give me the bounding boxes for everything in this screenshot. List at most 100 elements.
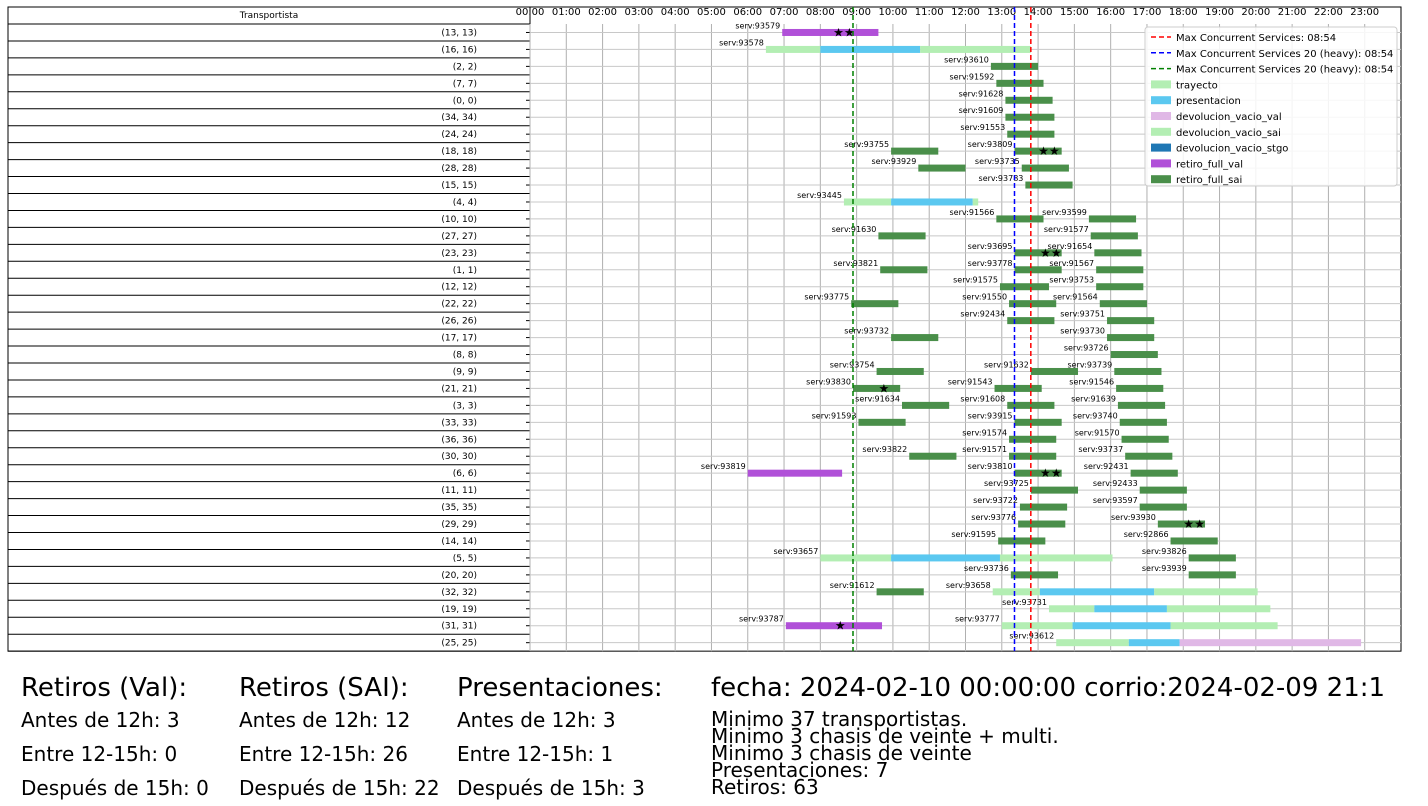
- legend-frame: [1144, 26, 1398, 187]
- service-label: serv:93939: [1142, 564, 1187, 573]
- bar-retiro_full_sai: [1007, 401, 1055, 409]
- service-label: serv:93776: [971, 513, 1016, 522]
- x-tick-label: 19:00: [1205, 7, 1234, 18]
- service-label: serv:93722: [973, 496, 1018, 505]
- bar-retiro_full_sai: [1005, 96, 1053, 104]
- star-marker: ★: [1051, 246, 1062, 260]
- service-label: serv:93754: [830, 360, 875, 369]
- star-marker: ★: [878, 381, 889, 395]
- row-label: (27, 27): [441, 232, 477, 242]
- x-tick-label: 04:00: [661, 7, 690, 18]
- service-label: serv:93731: [1002, 598, 1047, 607]
- bar-retiro_full_sai: [1096, 266, 1144, 274]
- bar-retiro_full_sai: [1094, 249, 1142, 257]
- service-label: serv:93753: [1049, 276, 1094, 285]
- service-label: serv:91564: [1053, 293, 1098, 302]
- service-label: serv:91592: [950, 72, 995, 81]
- val-stats-before: Antes de 12h: 3: [21, 708, 180, 732]
- service-label: serv:92431: [1084, 462, 1129, 471]
- bar-retiro_full_sai: [1014, 147, 1062, 155]
- bar-trayecto: [1056, 639, 1129, 647]
- legend-swatch-patch: [1151, 112, 1171, 120]
- star-marker: ★: [1038, 144, 1049, 158]
- bar-retiro_full_val: [785, 622, 883, 630]
- sai-stats-before: Antes de 12h: 12: [239, 708, 411, 732]
- service-label: serv:93778: [968, 259, 1013, 268]
- bar-retiro_full_sai: [1009, 452, 1057, 460]
- x-tick-label: 07:00: [770, 7, 799, 18]
- sai-stats-title: Retiros (SAI):: [239, 673, 409, 703]
- row-label: (18, 18): [441, 147, 477, 157]
- bar-retiro_full_val: [782, 28, 879, 36]
- pres-stats-between: Entre 12-15h: 1: [457, 742, 614, 766]
- service-label: serv:93819: [701, 462, 746, 471]
- bar-retiro_full_sai: [996, 79, 1044, 87]
- service-label: serv:91577: [1044, 225, 1089, 234]
- star-marker: ★: [835, 619, 846, 633]
- service-label: serv:91630: [832, 225, 877, 234]
- bar-presentacion: [1094, 605, 1167, 613]
- service-label: serv:91608: [960, 394, 1005, 403]
- pres-stats-title: Presentaciones:: [457, 673, 663, 703]
- service-label: serv:91574: [962, 428, 1007, 437]
- row-label: (6, 6): [453, 469, 477, 479]
- service-label: serv:91567: [1049, 259, 1094, 268]
- service-label: serv:93930: [1111, 513, 1156, 522]
- bar-retiro_full_sai: [1130, 469, 1178, 477]
- bar-retiro_full_sai: [1005, 113, 1055, 121]
- service-label: serv:91546: [1069, 377, 1114, 386]
- row-label: (28, 28): [441, 164, 477, 174]
- bar-retiro_full_sai: [1088, 215, 1137, 223]
- bar-devolucion_vacio_val: [1179, 639, 1362, 647]
- service-label: serv:93695: [968, 242, 1013, 251]
- summary-line-4: Presentaciones: 7: [711, 758, 889, 782]
- bar-retiro_full_sai: [1018, 520, 1066, 528]
- gantt-bars: serv:93579 ★ ★serv:93578serv:93610serv:915…: [701, 21, 1362, 647]
- legend-swatch-patch: [1151, 159, 1171, 168]
- bar-devolucion_vacio_sai: [999, 554, 1113, 562]
- bar-retiro_full_sai: [1014, 249, 1062, 257]
- bar-devolucion_vacio_sai: [1166, 605, 1271, 613]
- x-tick-label: 15:00: [1060, 7, 1089, 18]
- bar-retiro_full_sai: [1125, 452, 1173, 460]
- service-label: serv:93612: [1009, 632, 1054, 641]
- bar-retiro_full_sai: [858, 418, 906, 426]
- service-label: serv:91632: [984, 360, 1029, 369]
- service-label: serv:93929: [871, 157, 916, 166]
- service-label: serv:93610: [944, 55, 989, 64]
- service-label: serv:93821: [833, 259, 878, 268]
- star-marker: ★: [1049, 144, 1060, 158]
- bar-retiro_full_sai: [1188, 571, 1236, 579]
- bar-retiro_full_sai: [851, 300, 899, 308]
- legend-label: Max Concurrent Services 20 (heavy): 08:5…: [1176, 65, 1393, 76]
- bar-presentacion: [1039, 588, 1155, 596]
- bar-devolucion_vacio_sai: [972, 198, 979, 206]
- row-label: (17, 17): [441, 334, 477, 344]
- service-label: serv:93739: [1067, 360, 1112, 369]
- row-label: (3, 3): [453, 401, 477, 411]
- row-label: (0, 0): [453, 96, 477, 106]
- x-tick-label: 22:00: [1314, 7, 1343, 18]
- row-label: (26, 26): [441, 317, 477, 327]
- legend-label: trayecto: [1176, 80, 1218, 91]
- val-stats-after: Después de 15h: 0: [21, 776, 209, 800]
- bar-retiro_full_sai: [901, 401, 950, 409]
- row-label: (29, 29): [441, 520, 477, 530]
- service-label: serv:93809: [968, 140, 1013, 149]
- star-marker: ★: [1040, 466, 1051, 480]
- x-tick-label: 18:00: [1169, 7, 1198, 18]
- row-label: (8, 8): [453, 351, 477, 361]
- service-label: serv:91609: [959, 106, 1004, 115]
- service-label: serv:93445: [797, 191, 842, 200]
- service-label: serv:91566: [950, 208, 995, 217]
- service-label: serv:93787: [739, 615, 784, 624]
- bar-retiro_full_sai: [1114, 367, 1162, 375]
- bar-presentacion: [820, 45, 921, 53]
- bar-retiro_full_sai: [876, 588, 924, 596]
- bar-retiro_full_sai: [880, 266, 928, 274]
- service-label: serv:93599: [1042, 208, 1087, 217]
- pres-stats-before: Antes de 12h: 3: [457, 708, 616, 732]
- service-label: serv:91654: [1048, 242, 1093, 251]
- star-marker: ★: [1194, 517, 1205, 531]
- star-marker: ★: [844, 25, 855, 39]
